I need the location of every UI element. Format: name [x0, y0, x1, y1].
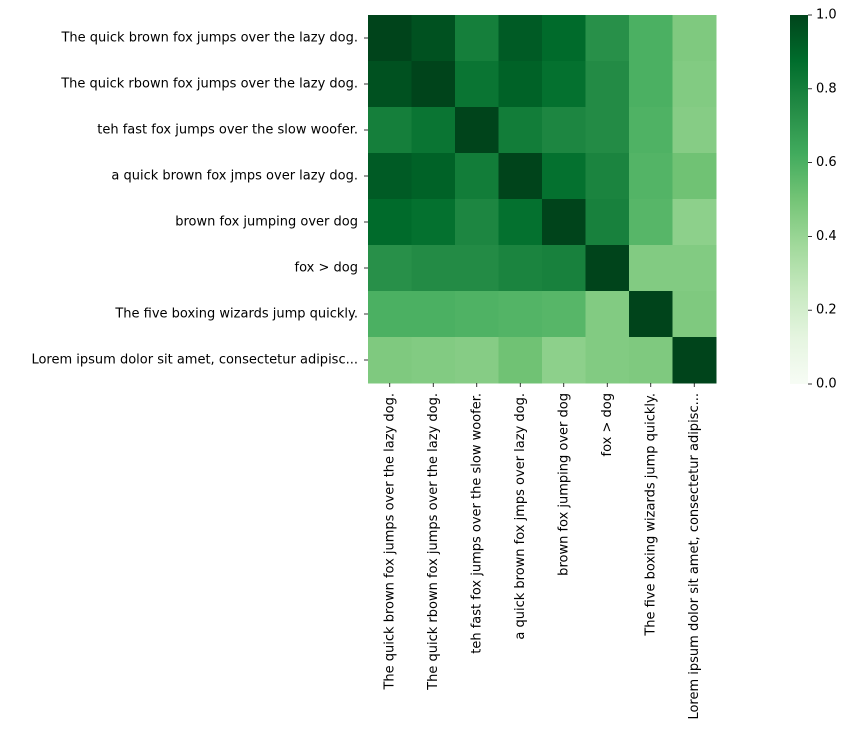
heatmap-cell [672, 61, 717, 108]
heatmap-cell [368, 107, 412, 154]
heatmap-cell [585, 61, 630, 108]
heatmap-cell [455, 153, 499, 200]
heatmap-cell [629, 107, 673, 154]
colorbar-tick-label: 0.2 [816, 303, 837, 318]
heatmap-cell [672, 107, 717, 154]
colorbar-gradient [790, 15, 808, 384]
column-label: Lorem ipsum dolor sit amet, consectetur … [687, 393, 702, 720]
heatmap-cell [411, 199, 456, 246]
heatmap-cell [542, 199, 586, 246]
colorbar-tick-label: 0.4 [816, 229, 837, 244]
heatmap-cell [411, 15, 456, 62]
heatmap-cell [368, 245, 412, 292]
colorbar-tick-label: 1.0 [816, 8, 837, 23]
heatmap-cell [629, 153, 673, 200]
heatmap-cell [672, 291, 717, 338]
heatmap-cell [455, 199, 499, 246]
heatmap-cell [498, 61, 543, 108]
heatmap-cell [455, 337, 499, 384]
row-label: Lorem ipsum dolor sit amet, consectetur … [31, 353, 358, 368]
colorbar-tick-label: 0.6 [816, 155, 837, 170]
heatmap-cell [498, 245, 543, 292]
column-label: brown fox jumping over dog [556, 393, 571, 576]
row-label: a quick brown fox jmps over lazy dog. [111, 169, 358, 184]
heatmap-cell [411, 291, 456, 338]
heatmap-cell [542, 107, 586, 154]
heatmap-cell [368, 15, 412, 62]
heatmap-cell [455, 291, 499, 338]
heatmap-cell [629, 15, 673, 62]
column-labels: The quick brown fox jumps over the lazy … [382, 383, 702, 720]
heatmap-cell [411, 107, 456, 154]
row-label: The quick rbown fox jumps over the lazy … [60, 77, 358, 92]
colorbar-tick-label: 0.8 [816, 81, 837, 96]
heatmap-cell [672, 337, 717, 384]
heatmap-cell [542, 245, 586, 292]
heatmap-cell [498, 199, 543, 246]
column-label: fox > dog [600, 393, 615, 456]
heatmap-cell [585, 107, 630, 154]
heatmap-cell [542, 337, 586, 384]
heatmap-cell [629, 245, 673, 292]
heatmap-cell [672, 245, 717, 292]
column-label: The quick brown fox jumps over the lazy … [382, 393, 397, 691]
heatmap-cell [455, 245, 499, 292]
heatmap-cell [498, 291, 543, 338]
heatmap-cell [411, 337, 456, 384]
heatmap-cell [629, 337, 673, 384]
heatmap-cell [368, 153, 412, 200]
heatmap-cell [455, 15, 499, 62]
heatmap-cell [368, 337, 412, 384]
heatmap-cell [368, 291, 412, 338]
heatmap-cell [585, 291, 630, 338]
heatmap-cell [672, 15, 717, 62]
heatmap-cell [498, 107, 543, 154]
heatmap-cell [585, 245, 630, 292]
heatmap-cell [542, 61, 586, 108]
heatmap-cell [585, 199, 630, 246]
heatmap-cell [585, 15, 630, 62]
heatmap-cell [585, 337, 630, 384]
colorbar-tick-label: 0.0 [816, 377, 837, 392]
heatmap-cell [498, 15, 543, 62]
heatmap-cell [629, 61, 673, 108]
heatmap-cell [455, 107, 499, 154]
heatmap-cell [411, 153, 456, 200]
row-labels: The quick brown fox jumps over the lazy … [31, 31, 368, 368]
row-label: The quick brown fox jumps over the lazy … [60, 31, 358, 46]
colorbar: 0.0 0.2 0.4 0.6 0.8 1.0 [790, 8, 837, 392]
heatmap-cell [411, 245, 456, 292]
heatmap-cell [411, 61, 456, 108]
row-label: fox > dog [295, 261, 358, 276]
heatmap-cell [542, 291, 586, 338]
column-label: teh fast fox jumps over the slow woofer. [469, 393, 484, 654]
heatmap-cell [585, 153, 630, 200]
heatmap-cell [629, 199, 673, 246]
heatmap-cell [542, 15, 586, 62]
row-label: teh fast fox jumps over the slow woofer. [97, 123, 358, 138]
column-label: a quick brown fox jmps over lazy dog. [513, 393, 528, 640]
heatmap-cell [629, 291, 673, 338]
row-label: The five boxing wizards jump quickly. [114, 307, 358, 322]
heatmap-cell [672, 199, 717, 246]
heatmap-cell [672, 153, 717, 200]
heatmap-cell [542, 153, 586, 200]
heatmap-cells [368, 15, 717, 384]
heatmap-cell [498, 337, 543, 384]
column-label: The quick rbown fox jumps over the lazy … [426, 393, 441, 691]
heatmap-cell [498, 153, 543, 200]
heatmap-cell [368, 199, 412, 246]
heatmap-cell [368, 61, 412, 108]
heatmap-cell [455, 61, 499, 108]
row-label: brown fox jumping over dog [175, 215, 358, 230]
column-label: The five boxing wizards jump quickly. [643, 393, 658, 637]
